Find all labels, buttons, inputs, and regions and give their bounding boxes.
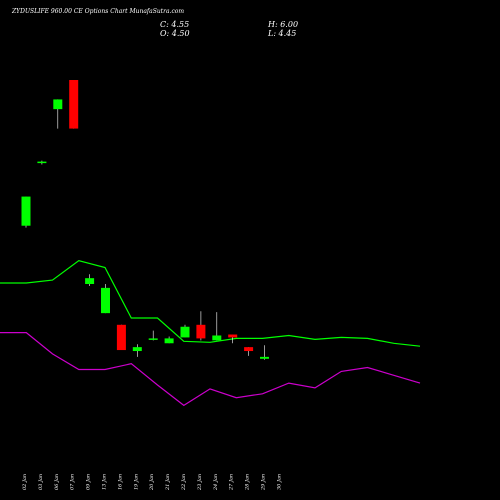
high-value: H: 6.00 (268, 20, 299, 29)
x-tick-label: 02 Jan (22, 474, 28, 490)
x-axis-ticks: 02 Jan 03 Jan 06 Jan 07 Jan 09 Jan 13 Jan 16 J… (22, 474, 282, 491)
candle-body (37, 161, 47, 164)
x-tick-label: 19 Jan (133, 474, 139, 490)
candle-body (148, 338, 158, 340)
x-tick-label: 28 Jan (245, 474, 251, 491)
close-value: C: 4.55 (160, 20, 190, 29)
indicator-line-1 (0, 260, 421, 347)
x-tick-label: 22 Jan (181, 474, 187, 491)
x-tick-label: 16 Jan (117, 474, 123, 490)
candle-body (228, 334, 238, 338)
candle-17-jan (132, 344, 142, 357)
indicator-lines (0, 260, 421, 407)
candle-body (85, 278, 95, 284)
candle-body (69, 80, 79, 129)
low-value: L: 4.45 (268, 29, 297, 38)
candle-23-jan (196, 311, 206, 341)
x-tick-label: 20 Jan (149, 474, 155, 491)
candle-16-jan (116, 324, 126, 351)
candle-21-jan (164, 336, 174, 344)
x-tick-label: 27 Jan (229, 474, 235, 491)
candle-28-jan (244, 347, 254, 356)
candle-body (116, 324, 126, 351)
candle-20-jan (148, 330, 158, 341)
candle-body (164, 338, 174, 344)
candle-body (196, 324, 206, 339)
open-value: O: 4.50 (160, 29, 190, 38)
candle-03-jan (37, 160, 47, 165)
x-tick-label: 09 Jan (86, 474, 92, 490)
candle-02-jan (21, 196, 31, 228)
chart-title: ZYDUSLIFE 960.00 CE Options Chart Munafa… (12, 8, 185, 15)
candle-07-jan (69, 80, 79, 129)
candle-body (244, 347, 254, 352)
candle-13-jan (101, 284, 110, 314)
candle-22-jan (180, 324, 190, 338)
x-tick-label: 30 Jan (276, 474, 282, 490)
x-tick-label: 21 Jan (165, 474, 171, 491)
x-tick-label: 29 Jan (261, 474, 267, 491)
candle-body (260, 356, 269, 359)
x-tick-label: 13 Jan (102, 474, 108, 490)
candle-29-jan (260, 345, 269, 360)
x-tick-label: 07 Jan (70, 474, 76, 490)
indicator-line-2 (0, 332, 421, 407)
candles (21, 80, 269, 360)
candle-06-jan (53, 99, 63, 129)
candle-body (101, 287, 110, 314)
x-tick-label: 06 Jan (54, 474, 60, 490)
candle-body (212, 335, 222, 341)
candle-24-jan (212, 312, 222, 341)
candle-body (180, 326, 190, 338)
x-tick-label: 24 Jan (213, 474, 219, 491)
candle-body (21, 196, 31, 226)
x-tick-label: 03 Jan (38, 474, 44, 490)
candle-09-jan (85, 274, 95, 286)
x-tick-label: 23 Jan (197, 474, 203, 491)
candle-27-jan (228, 334, 238, 344)
candle-body (53, 99, 63, 110)
candle-body (132, 347, 142, 352)
